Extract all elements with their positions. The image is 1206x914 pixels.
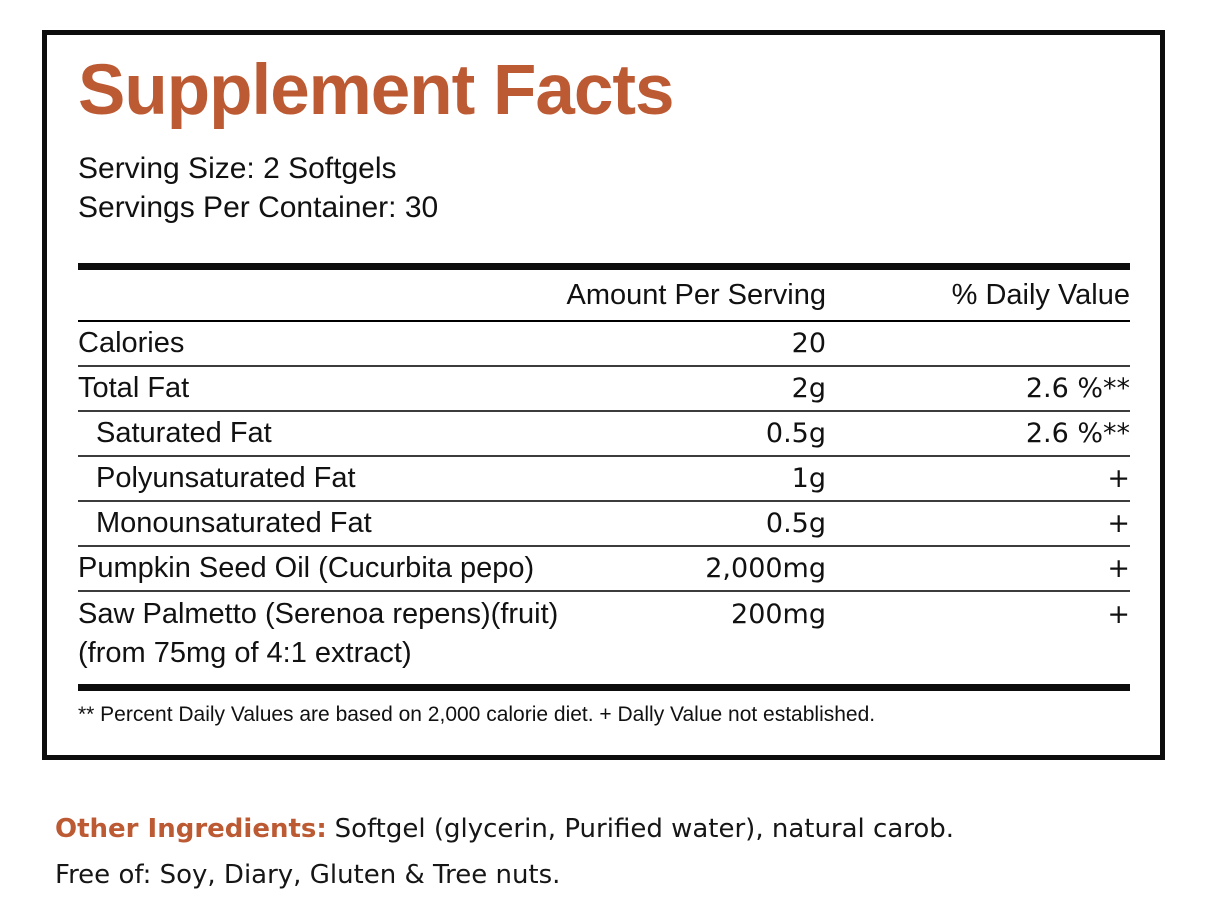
supplement-facts-title: Supplement Facts [78, 51, 675, 130]
table-row-polyunsaturated-fat: Polyunsaturated Fat 1g + [78, 455, 1130, 500]
table-row-pumpkin-seed-oil: Pumpkin Seed Oil (Cucurbita pepo) 2,000m… [78, 545, 1130, 590]
row-daily-value: 2.6 %** [1025, 373, 1130, 404]
table-row-total-fat: Total Fat 2g 2.6 %** [78, 365, 1130, 410]
row-daily-value: + [1107, 463, 1130, 494]
row-amount: 0.5g [765, 508, 826, 539]
row-amount: 200mg [731, 599, 826, 630]
row-amount: 2,000mg [705, 553, 826, 584]
table-row-saturated-fat: Saturated Fat 0.5g 2.6 %** [78, 410, 1130, 455]
serving-info: Serving Size: 2 Softgels Servings Per Co… [78, 149, 1130, 227]
row-amount: 1g [791, 463, 826, 494]
row-amount: 2g [791, 373, 826, 404]
row-daily-value: + [1107, 553, 1130, 584]
row-name: Saw Palmetto (Serenoa repens)(fruit) [78, 598, 559, 630]
other-ingredients-section: Other Ingredients: Softgel (glycerin, Pur… [55, 806, 954, 898]
daily-value-footnote: ** Percent Daily Values are based on 2,0… [78, 703, 876, 726]
row-name: Total Fat [78, 372, 190, 404]
bottom-thick-rule [78, 684, 1130, 691]
other-ingredients-heading: Other Ingredients: [55, 814, 327, 844]
row-name: Calories [78, 327, 185, 359]
free-of-line: Free of: Soy, Diary, Gluten & Tree nuts. [55, 860, 561, 890]
column-header-daily-value: % Daily Value [951, 279, 1130, 311]
row-amount: 20 [791, 328, 826, 359]
table-header-row: Amount Per Serving % Daily Value [78, 270, 1130, 320]
row-name: Saturated Fat [96, 417, 272, 449]
row-amount: 0.5g [765, 418, 826, 449]
table-row-saw-palmetto: Saw Palmetto (Serenoa repens)(fruit) 200… [78, 590, 1130, 684]
column-header-amount-per-serving: Amount Per Serving [566, 279, 826, 311]
supplement-facts-panel: Supplement Facts Serving Size: 2 Softgel… [42, 30, 1165, 760]
row-name-continuation: (from 75mg of 4:1 extract) [78, 637, 412, 669]
top-thick-rule [78, 263, 1130, 270]
serving-size: Serving Size: 2 Softgels [78, 152, 397, 185]
row-daily-value: + [1107, 508, 1130, 539]
table-row-calories: Calories 20 [78, 320, 1130, 365]
other-ingredients-text: Softgel (glycerin, Purified water), natu… [334, 814, 955, 844]
other-ingredients-line: Other Ingredients: Softgel (glycerin, Pur… [55, 806, 954, 852]
row-name: Pumpkin Seed Oil (Cucurbita pepo) [78, 552, 535, 584]
row-name: Monounsaturated Fat [96, 507, 372, 539]
row-daily-value: 2.6 %** [1025, 418, 1130, 449]
row-name: Polyunsaturated Fat [96, 462, 356, 494]
row-daily-value: + [1107, 599, 1130, 630]
servings-per-container: Servings Per Container: 30 [78, 191, 439, 224]
table-row-monounsaturated-fat: Monounsaturated Fat 0.5g + [78, 500, 1130, 545]
